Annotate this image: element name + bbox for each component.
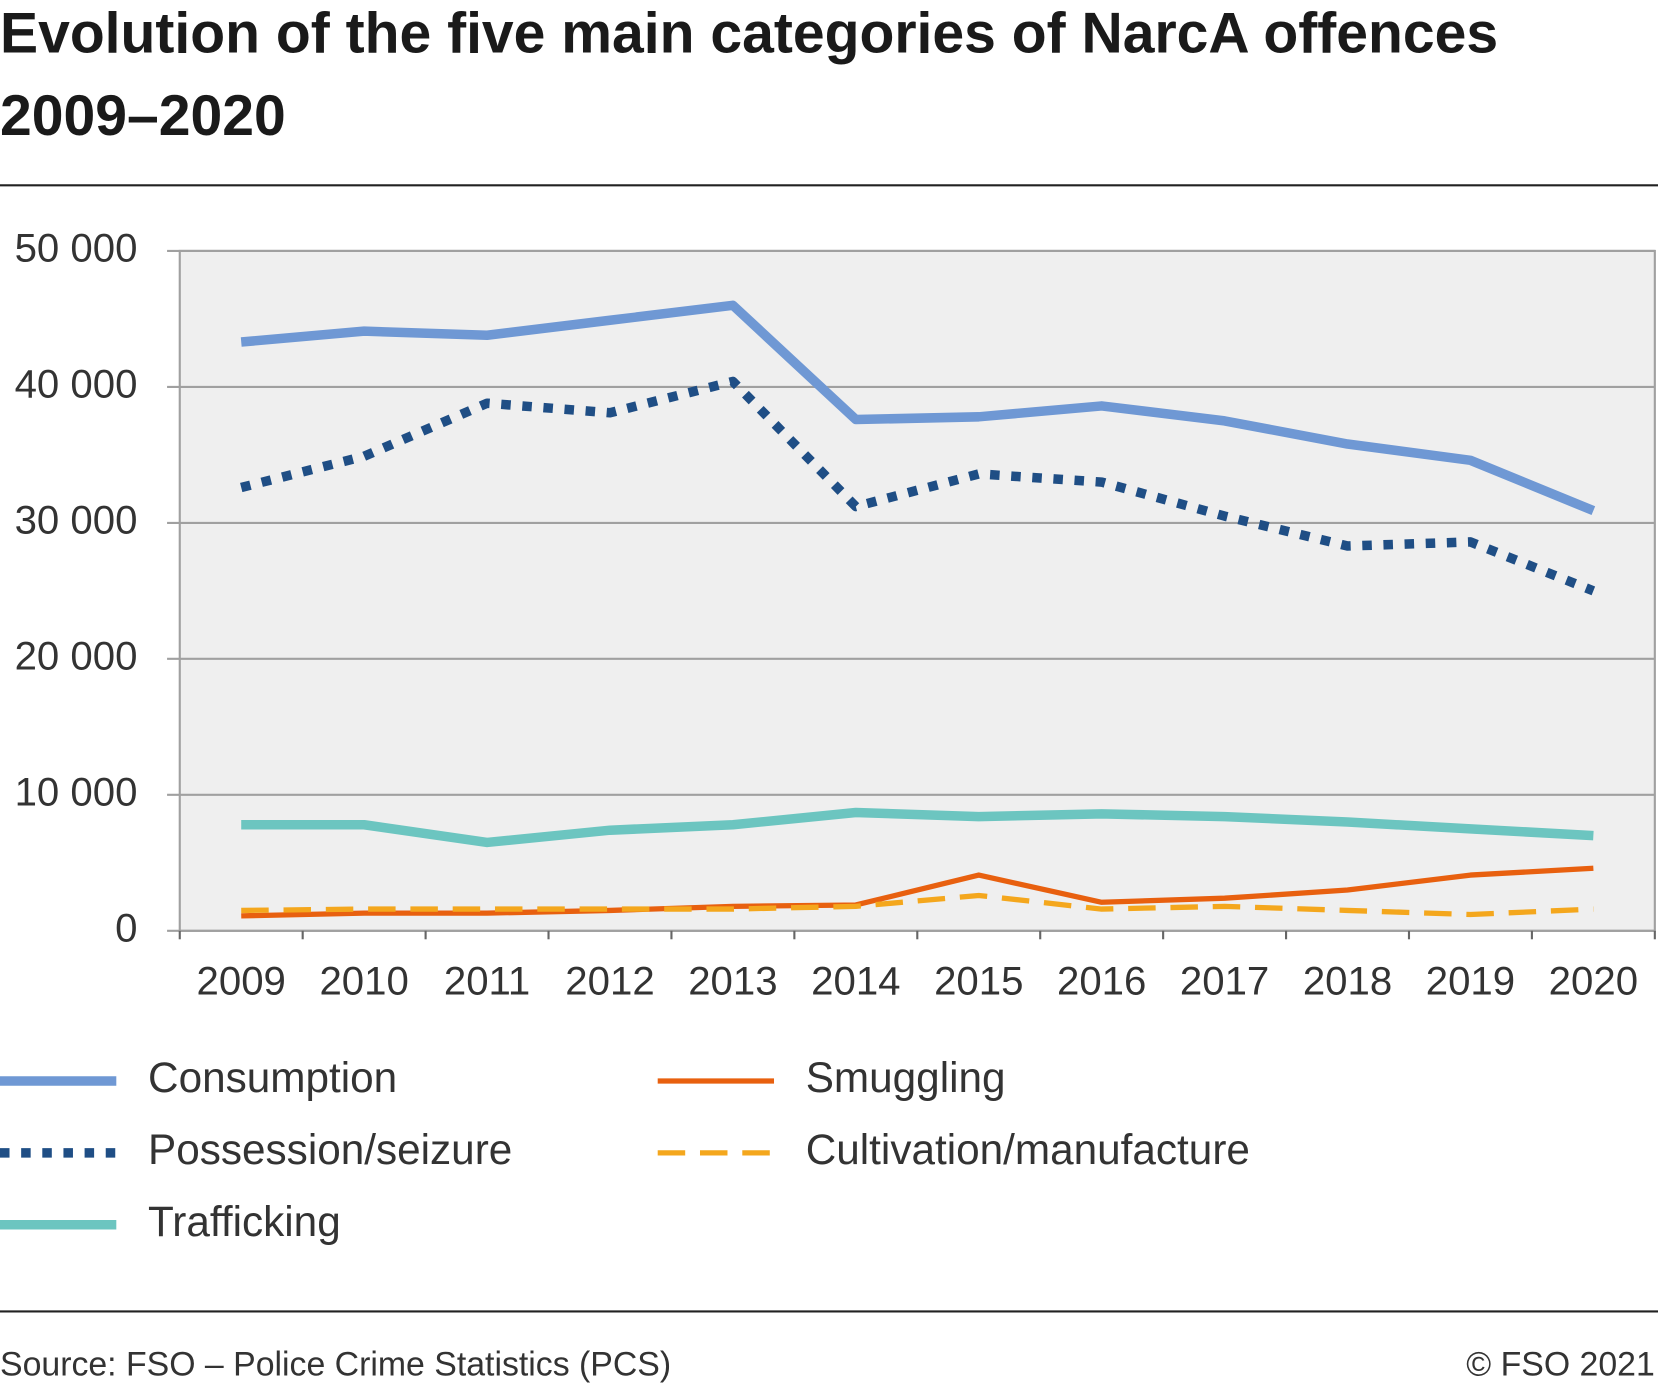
legend-label: Smuggling: [806, 1054, 1006, 1101]
chart-title: Evolution of the five main categories of…: [0, 1, 1498, 65]
y-tick-label: 0: [115, 905, 137, 950]
source: Source: FSO – Police Crime Statistics (P…: [0, 1345, 671, 1383]
legend-label: Trafficking: [148, 1198, 341, 1245]
x-tick-label: 2011: [444, 958, 530, 1003]
x-tick-label: 2009: [197, 958, 286, 1003]
copyright: © FSO 2021: [1466, 1345, 1655, 1383]
y-tick-label: 10 000: [15, 769, 138, 814]
x-tick-label: 2020: [1549, 958, 1638, 1003]
x-tick-label: 2017: [1180, 958, 1269, 1003]
x-tick-label: 2013: [688, 958, 777, 1003]
chart-title: 2009–2020: [0, 84, 286, 148]
x-tick-label: 2016: [1057, 958, 1146, 1003]
x-tick-label: 2010: [319, 958, 408, 1003]
y-tick-label: 40 000: [15, 362, 138, 407]
x-tick-label: 2015: [934, 958, 1023, 1003]
legend-label: Consumption: [148, 1054, 397, 1101]
legend-label: Possession/seizure: [148, 1126, 512, 1173]
series-line: [240, 300, 1596, 516]
x-tick-label: 2019: [1426, 958, 1515, 1003]
y-tick-label: 50 000: [15, 226, 138, 271]
series-line: [240, 376, 1596, 596]
series-line: [241, 892, 1594, 918]
series-line: [241, 865, 1594, 919]
x-tick-label: 2012: [565, 958, 654, 1003]
y-tick-label: 30 000: [15, 497, 138, 542]
x-tick-label: 2014: [811, 958, 900, 1003]
legend-label: Cultivation/manufacture: [806, 1126, 1250, 1173]
series-line: [241, 807, 1594, 848]
x-tick-label: 2018: [1303, 958, 1392, 1003]
y-tick-label: 20 000: [15, 633, 138, 678]
